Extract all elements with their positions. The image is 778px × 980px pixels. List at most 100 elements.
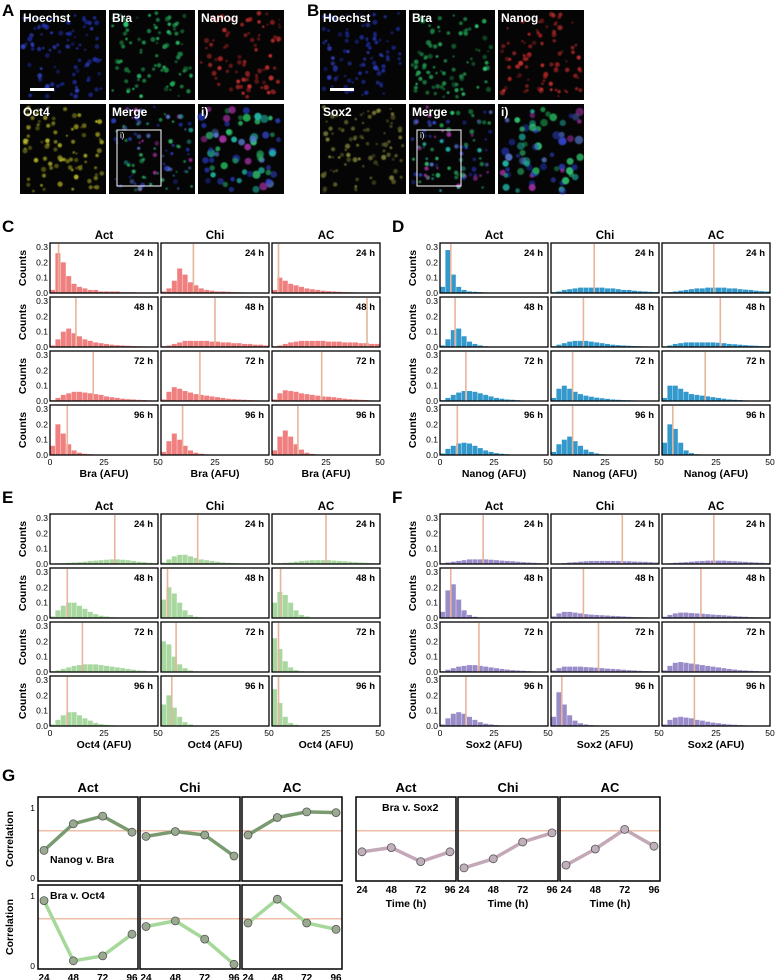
x-tick-label: 50 [153, 728, 163, 738]
histogram-bar [699, 613, 705, 618]
histogram-bar [743, 561, 748, 564]
y-tick-label: 0.1 [426, 706, 438, 716]
histogram-bar [236, 343, 242, 347]
histogram-bar [615, 669, 621, 672]
histogram-bar [683, 717, 689, 726]
histogram-bar [610, 288, 616, 293]
histogram-bar [667, 665, 673, 672]
histogram-bar [320, 396, 326, 401]
histogram-bar [166, 695, 172, 726]
histogram-bar [98, 560, 104, 564]
histogram-bar [293, 444, 299, 455]
histogram-bar [204, 289, 210, 293]
histogram-bar [632, 290, 637, 293]
histogram-bar [610, 560, 616, 564]
axes-frame [550, 350, 660, 402]
timepoint-label: 96 h [746, 681, 765, 692]
y-axis-label: Counts [407, 521, 419, 557]
x-axis-label: Bra (AFU) [80, 468, 129, 480]
y-axis-label: Correlation [4, 811, 16, 867]
y-tick-label: 0.3 [36, 350, 48, 360]
condition-title: Chi [180, 780, 201, 795]
histogram-bar [662, 442, 667, 455]
histogram-bar [277, 649, 283, 672]
x-tick-label: 72 [97, 973, 109, 980]
histogram-d-0-0: 24 h [439, 242, 549, 294]
x-tick-label: 50 [375, 728, 385, 738]
series-line [361, 845, 451, 864]
histogram-bar [556, 444, 562, 455]
axes-frame [160, 567, 270, 619]
condition-title: Act [485, 501, 504, 513]
axes-frame [661, 675, 771, 727]
y-tick-label: 0.3 [426, 567, 438, 577]
panel-label-c: C [2, 217, 14, 236]
micrograph-label: Merge [112, 105, 148, 119]
histogram-bar [705, 342, 711, 347]
histogram-bar [50, 445, 55, 455]
histogram-bar [467, 443, 472, 455]
y-tick-label: 0.2 [36, 365, 48, 375]
histogram-bar [567, 666, 573, 672]
histogram-bar [732, 344, 738, 347]
histogram-bar [440, 345, 445, 347]
histogram-bar [342, 561, 348, 564]
histogram-bar [204, 340, 210, 347]
histogram-bar [461, 610, 467, 618]
histogram-bar [87, 340, 93, 347]
histogram-bar [60, 668, 66, 672]
histogram-bar [467, 614, 472, 618]
histogram-bar [188, 282, 193, 293]
data-point [302, 807, 312, 817]
axes-frame [559, 796, 661, 882]
histogram-bar [699, 395, 705, 401]
histogram-bar [583, 561, 589, 564]
x-axis-label: Nanog (AFU) [573, 468, 637, 480]
histogram-bar [220, 342, 226, 347]
histogram-bar [309, 560, 315, 564]
axes-frame [271, 675, 381, 727]
histogram-bar [637, 291, 643, 293]
condition-title: Chi [596, 230, 615, 242]
histogram-panel-d-nanog: Act Chi AC Counts 0.0 0.1 0.2 0.3 24 h 24 h 24 h Co… [407, 230, 775, 480]
data-point [243, 918, 253, 928]
histogram-bar [282, 280, 288, 293]
histogram-panel-c-bra: Act Chi AC Counts 0.0 0.1 0.2 0.3 24 h 24 h 24 h Co… [17, 230, 385, 480]
x-tick-label: 25 [99, 457, 109, 467]
histogram-bar [93, 722, 99, 726]
histogram-bar [551, 397, 556, 401]
histogram-bar [98, 665, 104, 672]
histogram-bar [304, 452, 310, 455]
histogram-bar [467, 665, 472, 672]
histogram-bar [588, 341, 594, 347]
histogram-bar [599, 287, 605, 293]
x-axis-label: Nanog (AFU) [462, 468, 526, 480]
histogram-bar [336, 397, 342, 401]
histogram-bar [288, 342, 294, 347]
axes-frame [550, 404, 660, 456]
histogram-bar [445, 397, 451, 401]
histogram-c-0-2: 24 h [271, 242, 381, 294]
histogram-bar [242, 343, 247, 347]
x-tick-label: 24 [242, 973, 254, 980]
data-point [127, 827, 137, 837]
histogram-bar [621, 345, 627, 347]
axes-frame [241, 884, 343, 970]
histogram-bar [272, 289, 277, 293]
histogram-bar [293, 610, 299, 618]
histogram-bar [737, 616, 743, 618]
x-axis-label: Sox2 (AFU) [466, 739, 523, 751]
histogram-bar [488, 559, 494, 564]
histogram-bar [705, 287, 711, 293]
histogram-bar [209, 341, 215, 347]
y-tick-label: 0.0 [426, 288, 438, 298]
y-axis-label: Counts [17, 683, 29, 719]
histogram-bar [588, 451, 594, 455]
histogram-bar [610, 399, 616, 401]
histogram-bar [461, 560, 467, 564]
histogram-bar [374, 343, 380, 347]
histogram-bar [282, 390, 288, 401]
y-tick-label: 0 [30, 873, 35, 883]
x-tick-label: 48 [386, 885, 398, 896]
histogram-bar [55, 610, 61, 618]
